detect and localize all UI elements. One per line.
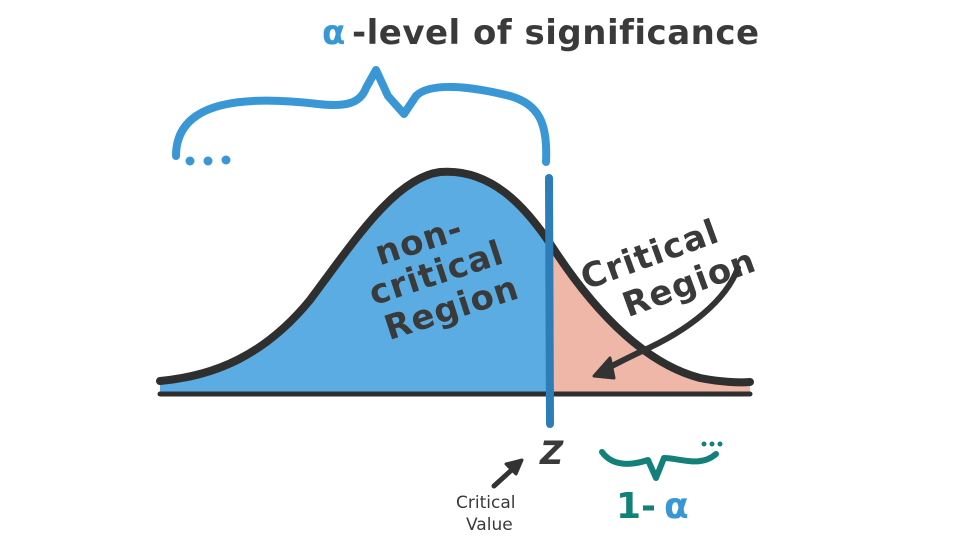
z-critical-value: Z (539, 434, 564, 472)
alpha-brace-dot (185, 156, 195, 166)
critical-region-arrow (592, 265, 741, 380)
non-critical-region-fill (160, 171, 553, 393)
critical-value-label: Critical Value (456, 493, 515, 535)
one-minus-alpha-brace-dot (701, 441, 707, 447)
critical-region-fill (553, 248, 750, 393)
alpha-brace-dot (203, 156, 213, 166)
one-minus-alpha-brace (599, 441, 723, 481)
critical-value-label-line-1: Critical (456, 493, 515, 513)
critical-value-label-line-2: Value (466, 515, 513, 535)
critical-value-arrow (491, 458, 524, 489)
title-alpha-symbol: α (322, 13, 346, 53)
alpha-brace-dot (221, 155, 231, 165)
one-minus-alpha-label: 1- α (616, 486, 689, 527)
one-minus-alpha-brace-dot (709, 441, 715, 447)
one-minus-alpha-symbol: α (664, 486, 689, 527)
title-text: -level of significance (352, 13, 760, 53)
alpha-brace-curve (172, 66, 551, 166)
critical-value-line (545, 174, 554, 428)
one-minus-alpha-brace-dot (717, 441, 723, 447)
alpha-brace (172, 66, 551, 166)
normal-curve (156, 167, 754, 387)
title: α -level of significance (322, 13, 760, 53)
one-minus-text: 1- (616, 486, 656, 527)
